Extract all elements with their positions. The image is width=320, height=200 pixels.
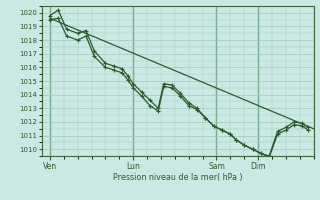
X-axis label: Pression niveau de la mer( hPa ): Pression niveau de la mer( hPa ) xyxy=(113,173,243,182)
